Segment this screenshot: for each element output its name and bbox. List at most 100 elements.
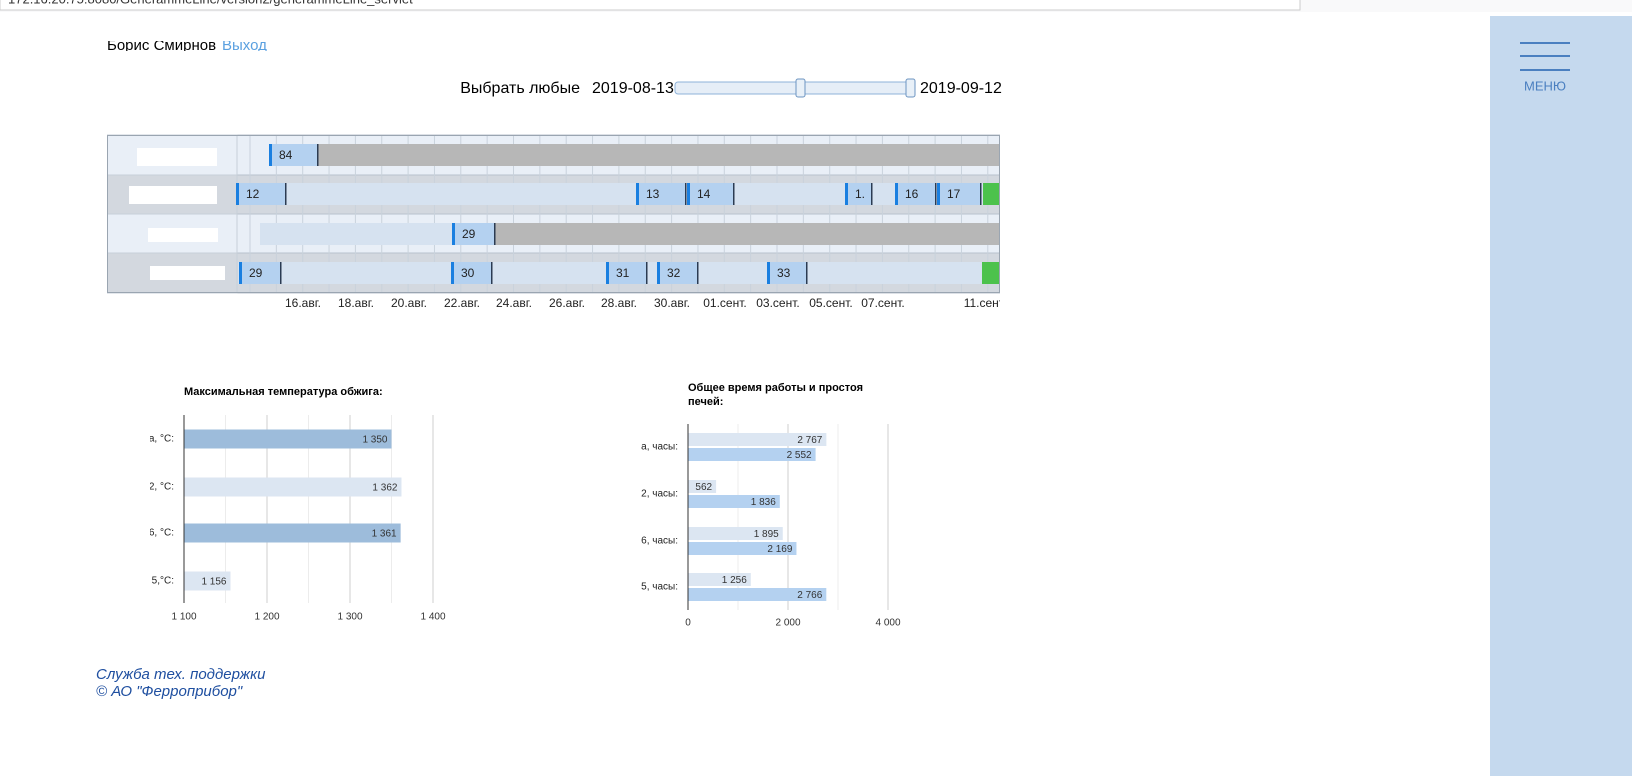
date-label: 16.авг.	[285, 296, 321, 310]
chart: 1 100 1 200 1 300 1 400 а, °C: 2, °C: 6, °C: 5,…	[149, 415, 446, 623]
side-menu	[1490, 16, 1632, 776]
timeline-bar	[318, 144, 1000, 166]
value-label: 1 156	[201, 577, 226, 588]
timeline-bar	[982, 262, 1000, 284]
menu-label[interactable]: МЕНЮ	[1524, 78, 1566, 93]
segment-label: 1.	[855, 187, 865, 201]
segment-end	[871, 183, 873, 205]
segment-end	[733, 183, 735, 205]
url-field[interactable]	[0, 0, 1301, 11]
segment-label: 29	[249, 266, 263, 280]
value-label: 2 767	[797, 435, 822, 446]
timeline-bar	[237, 183, 1000, 205]
bar	[688, 433, 827, 446]
segment-start	[239, 262, 242, 284]
segment-start	[451, 262, 454, 284]
bar	[688, 527, 783, 540]
timeline-bar	[495, 223, 1000, 245]
redacted-label	[148, 228, 218, 242]
slider-handle[interactable]	[795, 78, 806, 98]
timeline-frame	[107, 135, 1000, 293]
segment-start	[895, 183, 898, 205]
value-label: 2 169	[767, 544, 792, 555]
y-tick-label: 6, часы:	[641, 536, 678, 547]
value-label: 2 552	[787, 450, 812, 461]
start-date: 2019-08-13	[592, 80, 674, 97]
segment-start	[687, 183, 690, 205]
segment-label: 16	[905, 187, 919, 201]
timeline-segment	[451, 262, 492, 284]
timeline-bar	[260, 223, 452, 245]
segment-start	[269, 144, 272, 166]
bar	[688, 542, 797, 555]
y-tick-label: а, часы:	[641, 442, 678, 453]
category-labels: а, °C: 2, °C: 6, °C: 5,°C:	[149, 434, 174, 587]
segment-start	[845, 183, 848, 205]
value-label: 562	[695, 482, 712, 493]
timeline-segment	[636, 183, 686, 205]
segment-label: 17	[947, 187, 961, 201]
date-label: 18.авг.	[338, 296, 374, 310]
value-label: 1 361	[372, 529, 397, 540]
bar	[688, 480, 717, 493]
segment-start	[767, 262, 770, 284]
chart: 0 2 000 4 000 а, часы: 2, часы: 6, часы: 5, ча…	[641, 424, 901, 629]
segment-label: 33	[777, 266, 791, 280]
chart-title: Общее время работы и простоя печей:	[688, 382, 864, 408]
timeline-segment	[269, 144, 318, 166]
value-label: 1 350	[362, 435, 387, 446]
logout-link[interactable]: Выход	[222, 37, 267, 54]
value-label: 1 256	[722, 575, 747, 586]
segment-start	[452, 223, 455, 245]
y-tick-label: 5,°C:	[152, 576, 174, 587]
segment-end	[285, 183, 287, 205]
bar	[688, 588, 827, 601]
segment-end	[494, 223, 496, 245]
timeline-segment	[687, 183, 734, 205]
bar	[184, 571, 231, 591]
segment-label: 12	[246, 187, 260, 201]
date-label: 24.авг.	[496, 296, 532, 310]
chart-title: Максимальная температура обжига:	[184, 386, 383, 398]
y-tick-label: 2, часы:	[641, 489, 678, 500]
segment-start	[236, 183, 239, 205]
bar	[688, 573, 751, 586]
segment-start	[606, 262, 609, 284]
timeline-segment	[937, 183, 981, 205]
segment-label: 32	[667, 266, 681, 280]
bar	[184, 477, 402, 497]
menu-icon[interactable]	[1520, 42, 1570, 71]
segment-end	[697, 262, 699, 284]
value-label: 2 766	[797, 590, 822, 601]
segment-label: 13	[646, 187, 660, 201]
timeline-segment	[606, 262, 647, 284]
support-link[interactable]: Служба тех. поддержки	[96, 666, 266, 683]
date-label: 30.авг.	[654, 296, 690, 310]
segment-start	[937, 183, 940, 205]
bar	[184, 523, 401, 543]
y-tick-label: 6, °C:	[149, 528, 174, 539]
slider-handle[interactable]	[905, 78, 916, 98]
segment-end	[491, 262, 493, 284]
segment-end	[806, 262, 808, 284]
timeline-bar	[983, 183, 1000, 205]
segment-end	[646, 262, 648, 284]
date-label: 01.сент.	[703, 296, 746, 310]
range-slider[interactable]	[674, 81, 916, 95]
segment-label: 30	[461, 266, 475, 280]
url: 172.16.20.75:8080/GenerammeLine/version2…	[8, 0, 413, 6]
x-tick-label: 4 000	[875, 618, 900, 629]
segment-end	[280, 262, 282, 284]
x-tick-label: 0	[685, 618, 691, 629]
x-tick-label: 1 400	[420, 612, 445, 623]
date-label: 22.авг.	[444, 296, 480, 310]
date-label: 07.сент.	[861, 296, 904, 310]
timeline: 84 12 13 14 1. 16 17 29 29 30 31 32 33 16.авг. 18.авг.…	[107, 134, 1000, 310]
timeline-segment	[239, 262, 281, 284]
y-tick-label: а, °C:	[149, 434, 174, 445]
date-label: 05.сент.	[809, 296, 852, 310]
y-tick-label: 5, часы:	[641, 582, 678, 593]
timeline-segment	[845, 183, 872, 205]
segment-end	[317, 144, 319, 166]
segment-end	[980, 183, 982, 205]
